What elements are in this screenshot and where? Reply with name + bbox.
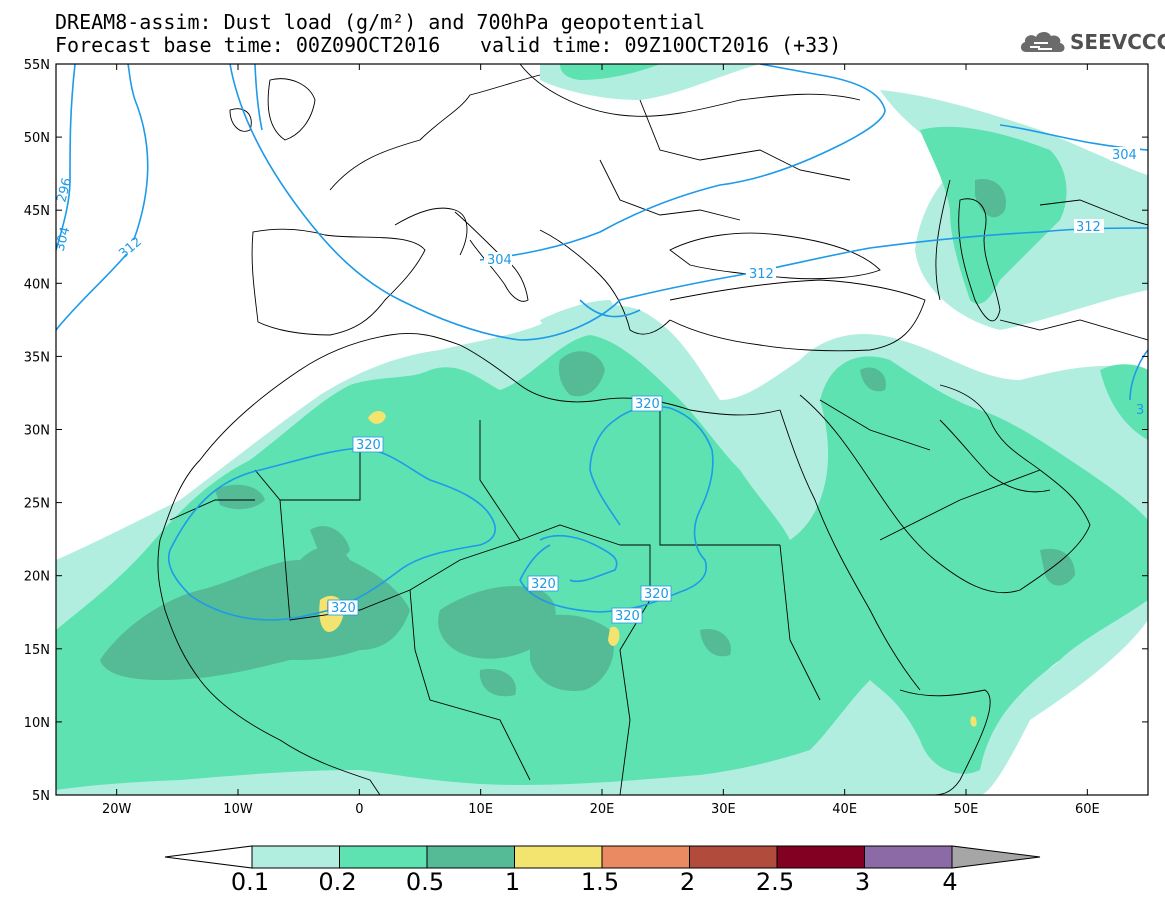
lat-tick-label: 10N bbox=[24, 716, 50, 731]
lat-tick-label: 35N bbox=[24, 350, 50, 365]
colorbar-label: 2.5 bbox=[755, 868, 795, 896]
lat-tick-label: 55N bbox=[24, 58, 50, 73]
colorbar-segment bbox=[426, 845, 515, 869]
contour-label: 312 bbox=[1076, 220, 1101, 235]
lat-tick-label: 30N bbox=[24, 424, 50, 439]
cloud-icon bbox=[1020, 31, 1065, 52]
contour-label: 320 bbox=[635, 397, 660, 412]
contour-label: 312 bbox=[749, 267, 774, 282]
lat-tick-label: 40N bbox=[24, 277, 50, 292]
contour-label: 320 bbox=[331, 601, 356, 616]
lat-tick-label: 50N bbox=[24, 131, 50, 146]
colorbar-segment bbox=[514, 845, 603, 869]
lat-tick-label: 20N bbox=[24, 570, 50, 585]
lon-tick-label: 10E bbox=[468, 802, 493, 817]
colorbar-low-arrow bbox=[164, 845, 253, 869]
geopotential-contours bbox=[56, 64, 1148, 621]
colorbar-segment bbox=[689, 845, 778, 869]
colorbar-high-arrow bbox=[951, 845, 1041, 869]
country-borders bbox=[157, 64, 1148, 795]
lon-tick-label: 30E bbox=[711, 802, 736, 817]
contour-label: 320 bbox=[356, 438, 381, 453]
colorbar-segment bbox=[251, 845, 340, 869]
forecast-base-time: Forecast base time: 00Z09OCT2016 bbox=[55, 33, 441, 57]
dust-layer-0.5 bbox=[100, 179, 1075, 697]
lat-tick-label: 45N bbox=[24, 204, 50, 219]
lon-tick-label: 0 bbox=[355, 802, 363, 817]
contour-label: 320 bbox=[531, 577, 556, 592]
latitude-axis: 5N 10N 15N 20N 25N 30N 35N 40N 45N 50N 55N bbox=[24, 58, 1148, 804]
valid-time: valid time: 09Z10OCT2016 (+33) bbox=[480, 33, 842, 57]
contour-label: 296 bbox=[54, 176, 75, 204]
colorbar-label: 1 bbox=[504, 868, 521, 896]
colorbar-label: 0.2 bbox=[318, 868, 357, 896]
colorbar bbox=[164, 845, 1041, 869]
lon-tick-label: 20W bbox=[102, 802, 132, 817]
lon-tick-label: 20E bbox=[590, 802, 615, 817]
lon-tick-label: 10W bbox=[223, 802, 253, 817]
colorbar-segment bbox=[864, 845, 953, 869]
lat-tick-label: 5N bbox=[32, 789, 50, 804]
contour-labels: 304 312 320 320 320 320 320 320 312 304 … bbox=[54, 147, 1144, 624]
colorbar-label: 3 bbox=[854, 868, 871, 896]
colorbar-segment bbox=[601, 845, 690, 869]
lon-tick-label: 50E bbox=[954, 802, 979, 817]
colorbar-segment bbox=[339, 845, 428, 869]
lon-tick-label: 60E bbox=[1075, 802, 1100, 817]
colorbar-segment bbox=[776, 845, 865, 869]
contour-label: 304 bbox=[1112, 148, 1137, 163]
contour-label: 320 bbox=[615, 609, 640, 624]
colorbar-label: 0.1 bbox=[230, 868, 270, 896]
lat-tick-label: 15N bbox=[24, 643, 50, 658]
colorbar-label: 4 bbox=[942, 868, 958, 896]
colorbar-label: 2 bbox=[679, 868, 696, 896]
lon-tick-label: 40E bbox=[832, 802, 857, 817]
contour-label: 304 bbox=[487, 253, 512, 268]
lat-tick-label: 25N bbox=[24, 497, 50, 512]
logo-text: SEEVCCC bbox=[1070, 30, 1165, 54]
contour-label: 320 bbox=[644, 587, 669, 602]
colorbar-label: 1.5 bbox=[580, 868, 620, 896]
colorbar-label: 0.5 bbox=[405, 868, 445, 896]
seevccc-logo: SEEVCCC bbox=[1018, 26, 1165, 56]
map-title-line1: DREAM8-assim: Dust load (g/m²) and 700hP… bbox=[55, 10, 706, 34]
contour-label: 3 bbox=[1136, 403, 1144, 418]
longitude-axis: 20W 10W 0 10E 20E 30E 40E 50E 60E bbox=[102, 64, 1100, 817]
